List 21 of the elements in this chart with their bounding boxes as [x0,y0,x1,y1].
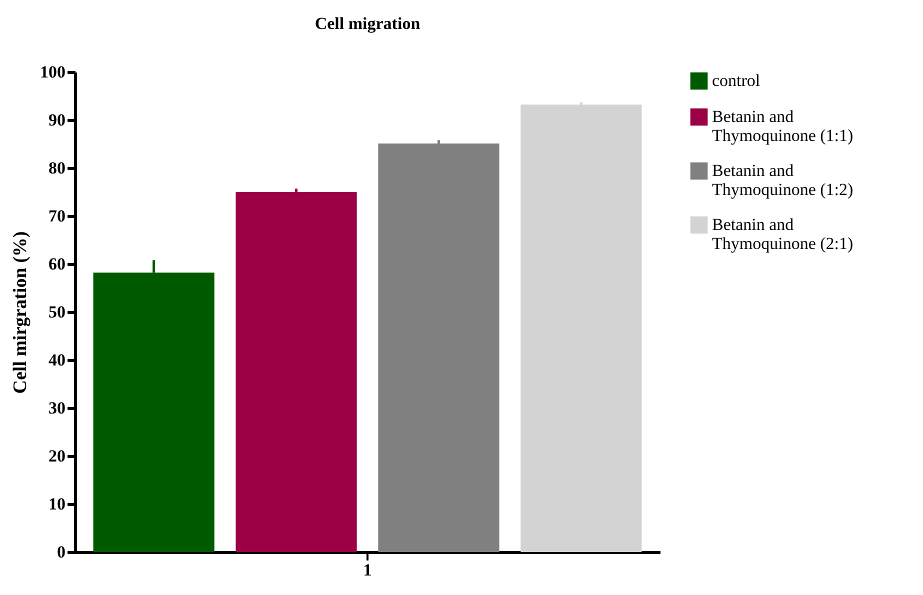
y-tick-label: 80 [48,158,66,178]
y-tick-label: 100 [40,62,66,82]
y-tick-label: 70 [48,206,66,226]
y-tick-label: 60 [48,254,66,274]
bar [378,144,500,552]
y-tick-label: 50 [48,302,66,322]
legend-label: Betanin and Thymoquinone (1:1) [712,107,854,145]
y-tick-label: 0 [57,542,66,562]
chart-title: Cell migration [314,14,421,33]
y-tick-label: 90 [48,110,66,130]
y-axis-title: Cell mirgration (%) [10,231,31,394]
legend-label: Betanin and Thymoquinone (1:2) [712,161,854,199]
bar [236,192,357,552]
legend-label: control [712,71,760,90]
y-tick-label: 40 [48,350,66,370]
y-tick-label: 10 [48,494,66,514]
y-tick-label: 30 [48,398,66,418]
y-tick-label: 20 [48,446,66,466]
legend-label: Betanin and Thymoquinone (2:1) [712,215,854,253]
x-tick-label: 1 [363,560,372,580]
bar [520,104,642,552]
